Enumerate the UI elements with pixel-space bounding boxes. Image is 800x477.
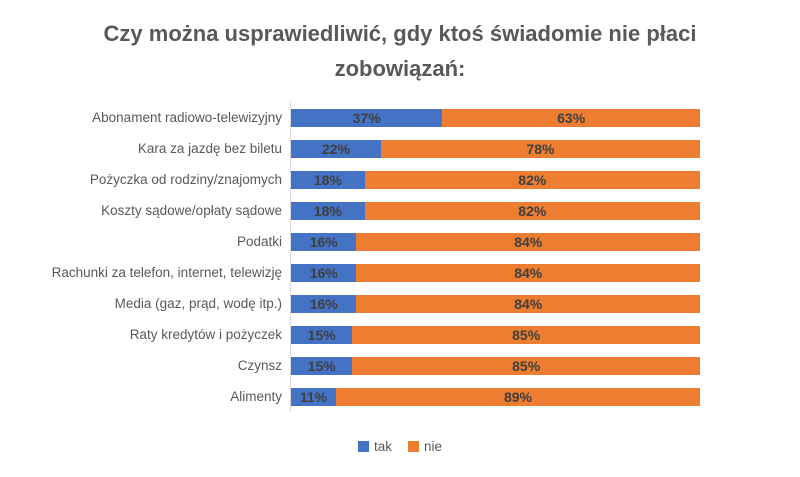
bar-row: 18% 82% (291, 170, 700, 189)
bar-segment-tak: 15% (291, 356, 353, 375)
data-label: 11% (299, 388, 328, 405)
bar-segment-tak: 11% (291, 387, 336, 406)
data-label: 84% (514, 264, 543, 281)
category-label: Kara za jazdę bez biletu (137, 141, 282, 156)
chart-row: Raty kredytów i pożyczek 15% 85% (0, 319, 800, 350)
legend: tak nie (0, 439, 800, 454)
bar-segment-nie: 89% (335, 387, 700, 406)
data-label: 82% (518, 171, 547, 188)
category-label: Rachunki za telefon, internet, telewizję (51, 265, 282, 280)
legend-item-nie: nie (408, 439, 442, 454)
bar-row: 16% 84% (291, 294, 700, 313)
chart-row: Pożyczka od rodziny/znajomych 18% 82% (0, 164, 800, 195)
data-label: 16% (309, 264, 338, 281)
chart-title: Czy można usprawiedliwić, gdy ktoś świad… (103, 21, 697, 81)
bar-segment-nie: 84% (356, 232, 700, 251)
legend-label: tak (373, 439, 392, 454)
data-label: 82% (518, 202, 547, 219)
bar-segment-nie: 85% (352, 356, 700, 375)
bar-row: 16% 84% (291, 232, 700, 251)
data-label: 15% (307, 357, 336, 374)
chart-row: Rachunki za telefon, internet, telewizję… (0, 257, 800, 288)
category-label: Alimenty (230, 389, 282, 404)
category-label: Raty kredytów i pożyczek (129, 327, 282, 342)
bar-segment-tak: 16% (291, 294, 357, 313)
bar-segment-nie: 84% (356, 294, 700, 313)
bar-segment-nie: 85% (352, 325, 700, 344)
y-axis-line (290, 102, 291, 412)
bar-row: 16% 84% (291, 263, 700, 282)
bar-row: 22% 78% (291, 139, 700, 158)
bar-row: 18% 82% (291, 201, 700, 220)
data-label: 16% (309, 295, 338, 312)
data-label: 84% (514, 295, 543, 312)
bar-row: 15% 85% (291, 356, 700, 375)
bar-segment-tak: 37% (291, 108, 443, 127)
chart-row: Koszty sądowe/opłaty sądowe 18% 82% (0, 195, 800, 226)
category-label: Koszty sądowe/opłaty sądowe (101, 203, 282, 218)
bar-segment-nie: 82% (364, 201, 700, 220)
data-label: 16% (309, 233, 338, 250)
category-label: Media (gaz, prąd, wodę itp.) (114, 296, 282, 311)
bar-segment-tak: 18% (291, 170, 365, 189)
category-label: Podatki (236, 234, 282, 249)
data-label: 18% (313, 202, 342, 219)
chart-row: Abonament radiowo-telewizyjny 37% 63% (0, 102, 800, 133)
chart-row: Podatki 16% 84% (0, 226, 800, 257)
bar-segment-tak: 16% (291, 232, 357, 251)
category-label: Abonament radiowo-telewizyjny (92, 110, 282, 125)
bar-segment-nie: 78% (380, 139, 700, 158)
legend-swatch-nie (408, 441, 419, 452)
chart-row: Media (gaz, prąd, wodę itp.) 16% 84% (0, 288, 800, 319)
legend-label: nie (424, 439, 443, 454)
data-label: 85% (512, 326, 541, 343)
bar-segment-tak: 18% (291, 201, 365, 220)
legend-swatch-tak (357, 441, 369, 452)
bar-row: 15% 85% (291, 325, 700, 344)
bar-segment-tak: 16% (291, 263, 357, 282)
data-label: 18% (313, 171, 342, 188)
data-label: 22% (321, 140, 350, 157)
data-label: 15% (307, 326, 336, 343)
data-label: 37% (352, 109, 381, 126)
data-label: 84% (514, 233, 543, 250)
data-label: 63% (557, 109, 586, 126)
chart-row: Czynsz 15% 85% (0, 350, 800, 381)
data-label: 89% (503, 388, 532, 405)
category-label: Pożyczka od rodziny/znajomych (89, 172, 282, 187)
bar-segment-tak: 15% (291, 325, 353, 344)
data-label: 85% (512, 357, 541, 374)
category-label: Czynsz (237, 358, 282, 373)
chart-row: Kara za jazdę bez biletu 22% 78% (0, 133, 800, 164)
bar-segment-tak: 22% (291, 139, 381, 158)
data-label: 78% (526, 140, 555, 157)
bar-segment-nie: 63% (442, 108, 700, 127)
legend-item-tak: tak (357, 439, 392, 454)
bar-row: 11% 89% (291, 387, 700, 406)
bar-segment-nie: 82% (364, 170, 700, 189)
plot-area: Abonament radiowo-telewizyjny 37% 63% Kara … (0, 102, 800, 412)
bar-segment-nie: 84% (356, 263, 700, 282)
bar-row: 37% 63% (291, 108, 700, 127)
chart-row: Alimenty 11% 89% (0, 381, 800, 412)
